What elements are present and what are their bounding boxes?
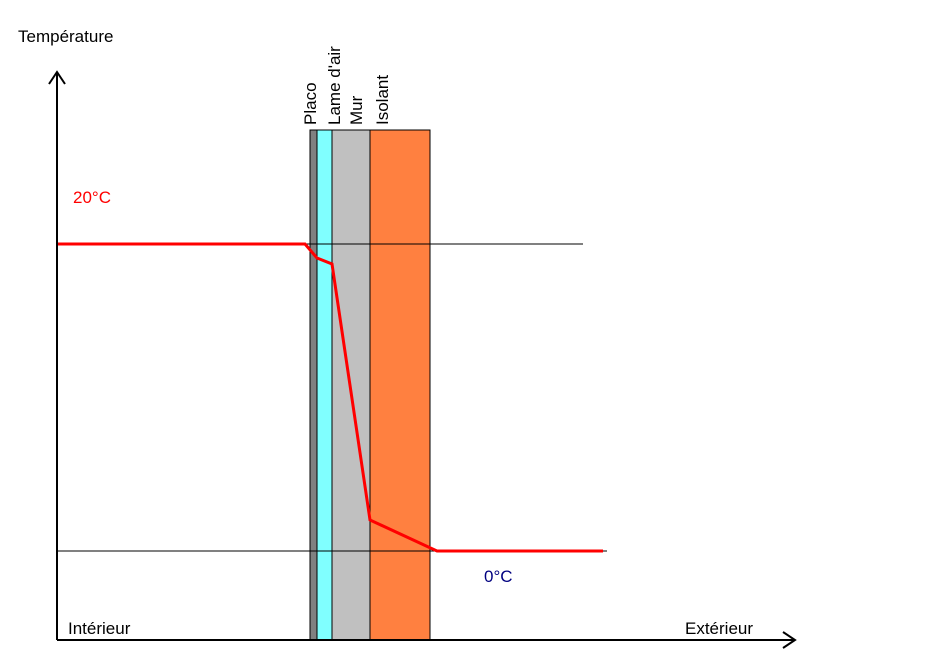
layer-label: Isolant	[373, 75, 392, 125]
layer-air	[316, 129, 333, 641]
layer-label: Mur	[347, 95, 366, 125]
layer-label: Placo	[301, 82, 320, 125]
arrowhead	[782, 631, 797, 649]
layer-label: Lame d'air	[325, 46, 344, 125]
inside-temp: 20°C	[73, 188, 111, 207]
layer-placo	[309, 129, 318, 641]
outside-label: Extérieur	[685, 619, 753, 638]
layer-insulation	[369, 129, 431, 641]
arrowhead	[48, 70, 66, 85]
temperature-profile	[57, 242, 603, 553]
y-axis-label: Température	[18, 27, 113, 46]
inside-label: Intérieur	[68, 619, 131, 638]
outside-temp: 0°C	[484, 567, 513, 586]
